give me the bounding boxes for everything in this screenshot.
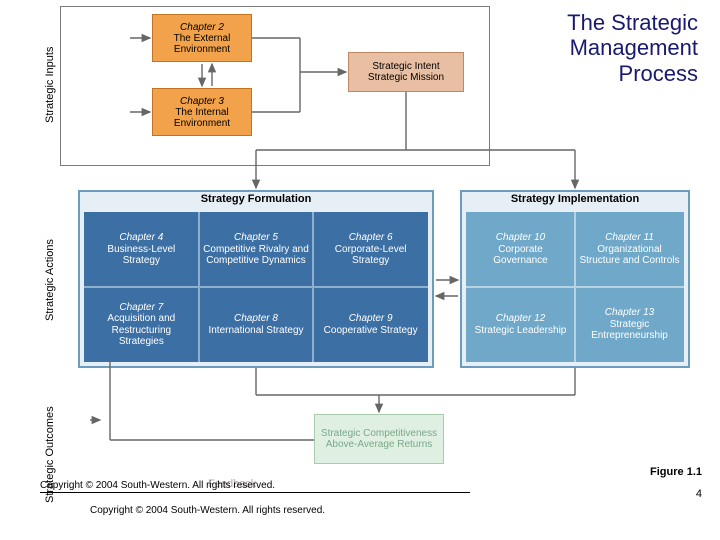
- node-chapter-2: Chapter 2 The External Environment: [152, 14, 252, 62]
- side-label-inputs: Strategic Inputs: [44, 30, 56, 140]
- formulation-cell-5: Chapter 9Cooperative Strategy: [313, 287, 428, 362]
- page-number: 4: [696, 488, 702, 500]
- node-intent-line1: Strategic Intent: [372, 61, 439, 73]
- node-outcome: Strategic Competitiveness Above-Average …: [314, 414, 444, 464]
- implementation-cell-1: Chapter 11Organizational Structure and C…: [575, 212, 684, 287]
- node-chapter-3: Chapter 3 The Internal Environment: [152, 88, 252, 136]
- formulation-cell-1: Chapter 5Competitive Rivalry and Competi…: [199, 212, 314, 287]
- copyright-rule: [40, 492, 470, 493]
- node-strategic-intent: Strategic Intent Strategic Mission: [348, 52, 464, 92]
- node-intent-line2: Strategic Mission: [368, 72, 444, 84]
- copyright-2: Copyright © 2004 South-Western. All righ…: [90, 505, 325, 516]
- page-title: The Strategic Management Process: [488, 10, 698, 86]
- outcome-line1: Strategic Competitiveness: [321, 428, 437, 440]
- formulation-cell-4: Chapter 8International Strategy: [199, 287, 314, 362]
- formulation-cell-2: Chapter 6Corporate-Level Strategy: [313, 212, 428, 287]
- node-chapter-3-sub: The Internal Environment: [153, 107, 251, 129]
- side-label-actions: Strategic Actions: [44, 210, 56, 350]
- node-chapter-2-sub: The External Environment: [153, 33, 251, 55]
- copyright-1: Copyright © 2004 South-Western. All righ…: [40, 480, 275, 491]
- figure-label: Figure 1.1: [650, 466, 702, 478]
- side-label-outcomes: Strategic Outcomes: [44, 400, 56, 510]
- implementation-cell-2: Chapter 12Strategic Leadership: [466, 287, 575, 362]
- implementation-cell-0: Chapter 10Corporate Governance: [466, 212, 575, 287]
- formulation-cell-3: Chapter 7Acquisition and Restructuring S…: [84, 287, 199, 362]
- implementation-cell-3: Chapter 13Strategic Entrepreneurship: [575, 287, 684, 362]
- node-chapter-2-title: Chapter 2: [180, 22, 224, 33]
- panel-header-formulation: Strategy Formulation: [78, 193, 434, 205]
- formulation-cell-0: Chapter 4Business-Level Strategy: [84, 212, 199, 287]
- panel-header-implementation: Strategy Implementation: [460, 193, 690, 205]
- outcome-line2: Above-Average Returns: [326, 439, 433, 451]
- node-chapter-3-title: Chapter 3: [180, 96, 224, 107]
